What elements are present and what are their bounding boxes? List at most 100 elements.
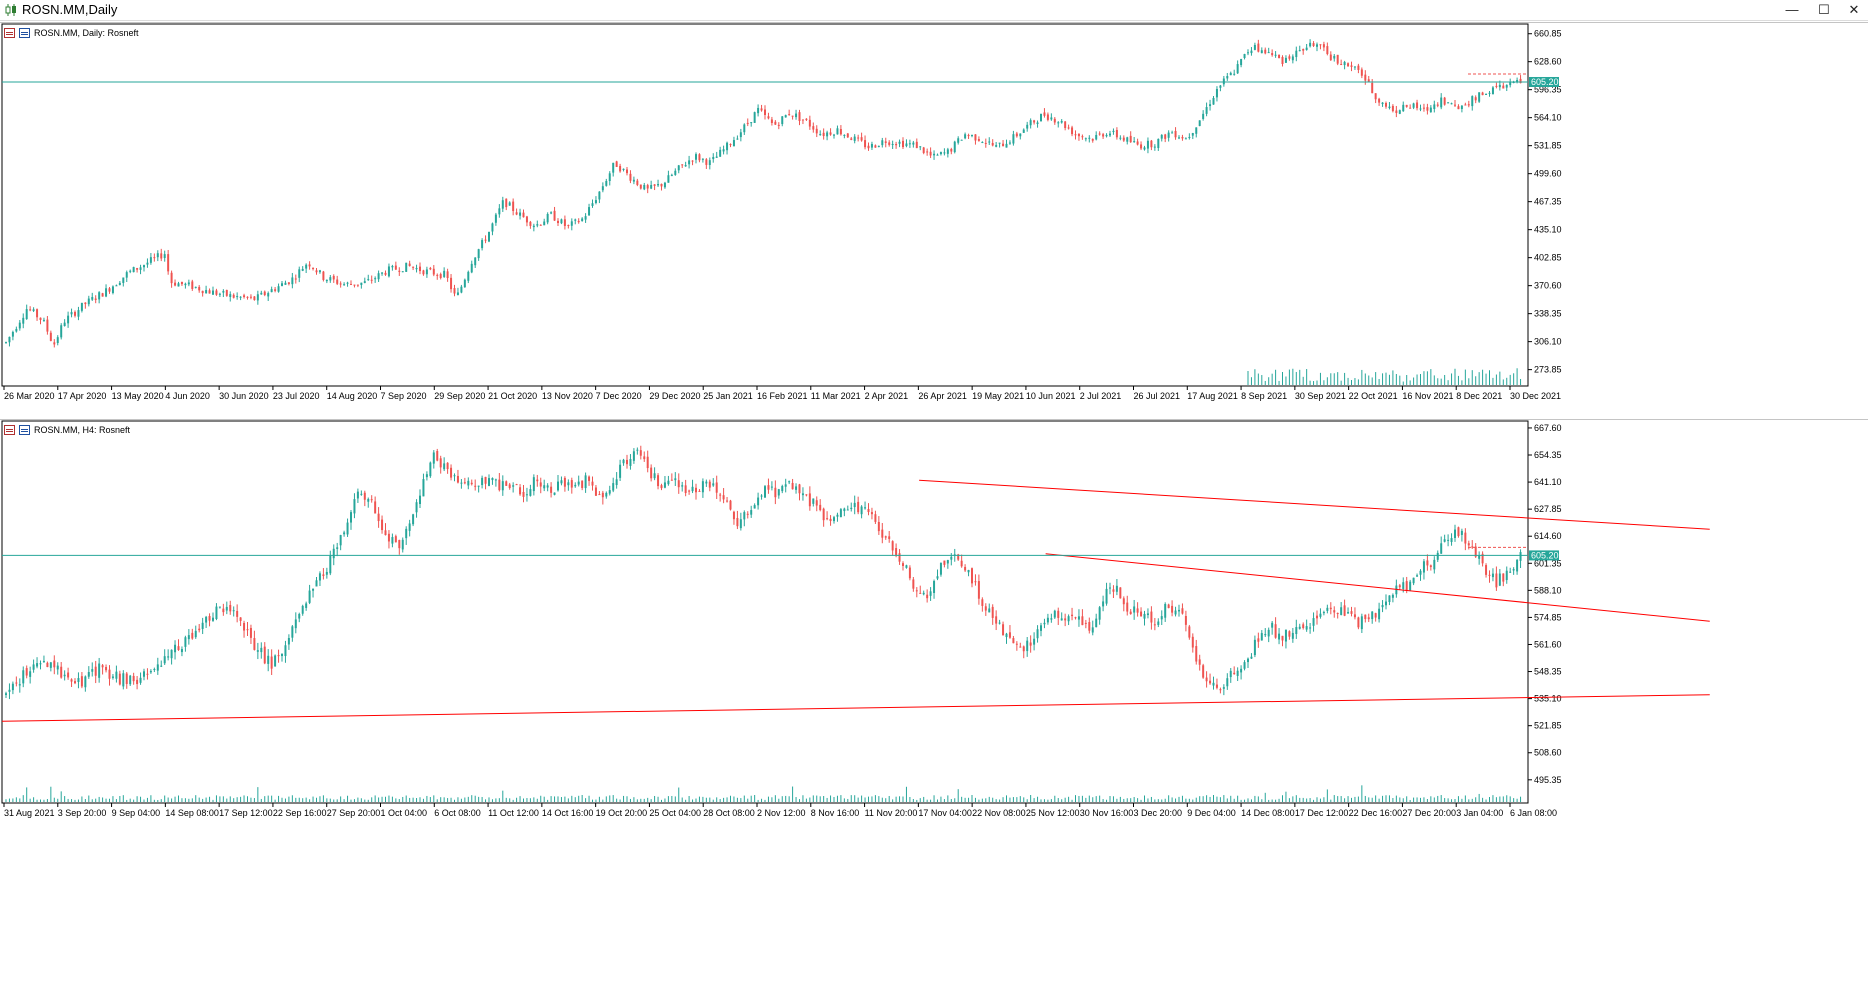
candle-body xyxy=(391,265,394,268)
close-button[interactable]: ✕ xyxy=(1848,2,1860,17)
candle-body xyxy=(846,509,849,511)
y-tick-label: 654.35 xyxy=(1534,450,1562,460)
candle-body xyxy=(1278,633,1281,640)
x-tick-label: 16 Nov 2021 xyxy=(1402,391,1453,401)
candle-body xyxy=(381,519,384,531)
chart-settings-icon[interactable] xyxy=(4,28,15,38)
candle-body xyxy=(1171,605,1174,613)
candle-body xyxy=(695,154,697,160)
h4-chart-panel[interactable]: 667.60 654.35 641.10 627.85 614.60 601.35 588.… xyxy=(0,419,1868,823)
candle-body xyxy=(1281,635,1284,641)
candle-body xyxy=(1126,137,1129,142)
candle-body xyxy=(1122,137,1125,141)
candle-body xyxy=(1278,54,1281,59)
candle-body xyxy=(419,266,421,272)
candle-body xyxy=(736,138,739,140)
candle-body xyxy=(229,604,232,612)
candle-body xyxy=(1077,133,1080,137)
candle-body xyxy=(888,536,891,539)
chart-indicator-icon[interactable] xyxy=(19,425,30,435)
candle-body xyxy=(132,675,135,682)
candle-body xyxy=(826,518,829,520)
candle-body xyxy=(663,482,666,488)
candle-body xyxy=(739,519,742,529)
x-tick-label: 25 Jan 2021 xyxy=(703,391,753,401)
candle-body xyxy=(839,509,842,518)
y-tick-label: 574.85 xyxy=(1534,612,1562,622)
x-tick-label: 13 Nov 2020 xyxy=(542,391,593,401)
candle-body xyxy=(1243,54,1246,59)
candle-body xyxy=(201,622,204,629)
candle-body xyxy=(180,281,183,285)
y-tick-label: 627.85 xyxy=(1534,504,1562,514)
x-tick-label: 28 Oct 08:00 xyxy=(703,808,755,818)
candle-body xyxy=(205,616,208,623)
x-tick-label: 2 Jul 2021 xyxy=(1080,391,1122,401)
candle-body xyxy=(194,286,197,288)
candle-body xyxy=(998,622,1001,624)
candle-body xyxy=(1098,607,1101,620)
candle-body xyxy=(726,142,729,151)
candle-body xyxy=(946,560,949,564)
candle-body xyxy=(1464,104,1467,106)
candle-body xyxy=(484,239,487,241)
daily-chart-panel[interactable]: 660.85 628.60 596.35 564.10 531.85 499.60 467.… xyxy=(0,22,1868,406)
candle-body xyxy=(412,514,415,525)
candle-body xyxy=(125,673,128,684)
candle-body xyxy=(332,548,335,559)
candle-body xyxy=(946,149,949,154)
candle-body xyxy=(1509,571,1512,573)
candle-body xyxy=(1267,52,1270,54)
candle-body xyxy=(701,158,704,160)
candle-body xyxy=(401,271,404,273)
trendline-lower-ascending xyxy=(1,694,1710,722)
candle-body xyxy=(284,645,287,657)
minimize-button[interactable]: — xyxy=(1785,2,1799,17)
candle-body xyxy=(1129,611,1132,615)
candle-body xyxy=(474,257,477,266)
candle-body xyxy=(781,486,784,492)
candle-body xyxy=(46,319,49,332)
candle-body xyxy=(470,263,473,273)
candle-body xyxy=(777,489,780,496)
candle-body xyxy=(87,672,90,677)
candle-body xyxy=(726,500,729,502)
candle-body xyxy=(243,295,246,298)
candle-body xyxy=(5,342,7,344)
candle-body xyxy=(343,284,346,286)
candle-body xyxy=(522,212,525,218)
candle-body xyxy=(1309,42,1312,47)
candle-body xyxy=(708,481,711,488)
candle-body xyxy=(943,560,946,565)
x-tick-label: 3 Sep 20:00 xyxy=(58,808,107,818)
candle-body xyxy=(508,484,511,488)
candle-body xyxy=(360,493,363,495)
candle-body xyxy=(1226,76,1229,79)
candle-body xyxy=(1098,133,1101,135)
candle-body xyxy=(1219,689,1222,691)
x-tick-label: 17 Sep 12:00 xyxy=(219,808,273,818)
candle-body xyxy=(305,603,308,608)
chart-settings-icon[interactable] xyxy=(4,425,15,435)
candle-body xyxy=(1419,570,1422,575)
candle-body xyxy=(877,145,880,147)
candle-body xyxy=(1146,140,1149,149)
candle-body xyxy=(784,115,787,118)
x-tick-label: 26 Jul 2021 xyxy=(1134,391,1181,401)
candle-body xyxy=(177,283,180,287)
h4-chart[interactable]: 667.60 654.35 641.10 627.85 614.60 601.35 588.… xyxy=(0,419,1868,823)
maximize-button[interactable]: ☐ xyxy=(1818,2,1830,17)
candle-body xyxy=(1240,59,1243,66)
candle-body xyxy=(1398,585,1401,588)
candle-body xyxy=(1129,135,1132,143)
candle-body xyxy=(612,483,615,491)
candle-body xyxy=(339,283,342,285)
candle-body xyxy=(1247,52,1249,54)
candle-body xyxy=(318,270,321,273)
candle-body xyxy=(63,674,66,677)
candle-body xyxy=(1271,53,1274,56)
chart-indicator-icon[interactable] xyxy=(19,28,30,38)
daily-chart[interactable]: 660.85 628.60 596.35 564.10 531.85 499.60 467.… xyxy=(0,22,1868,406)
candle-body xyxy=(795,113,798,118)
candle-body xyxy=(819,134,822,136)
